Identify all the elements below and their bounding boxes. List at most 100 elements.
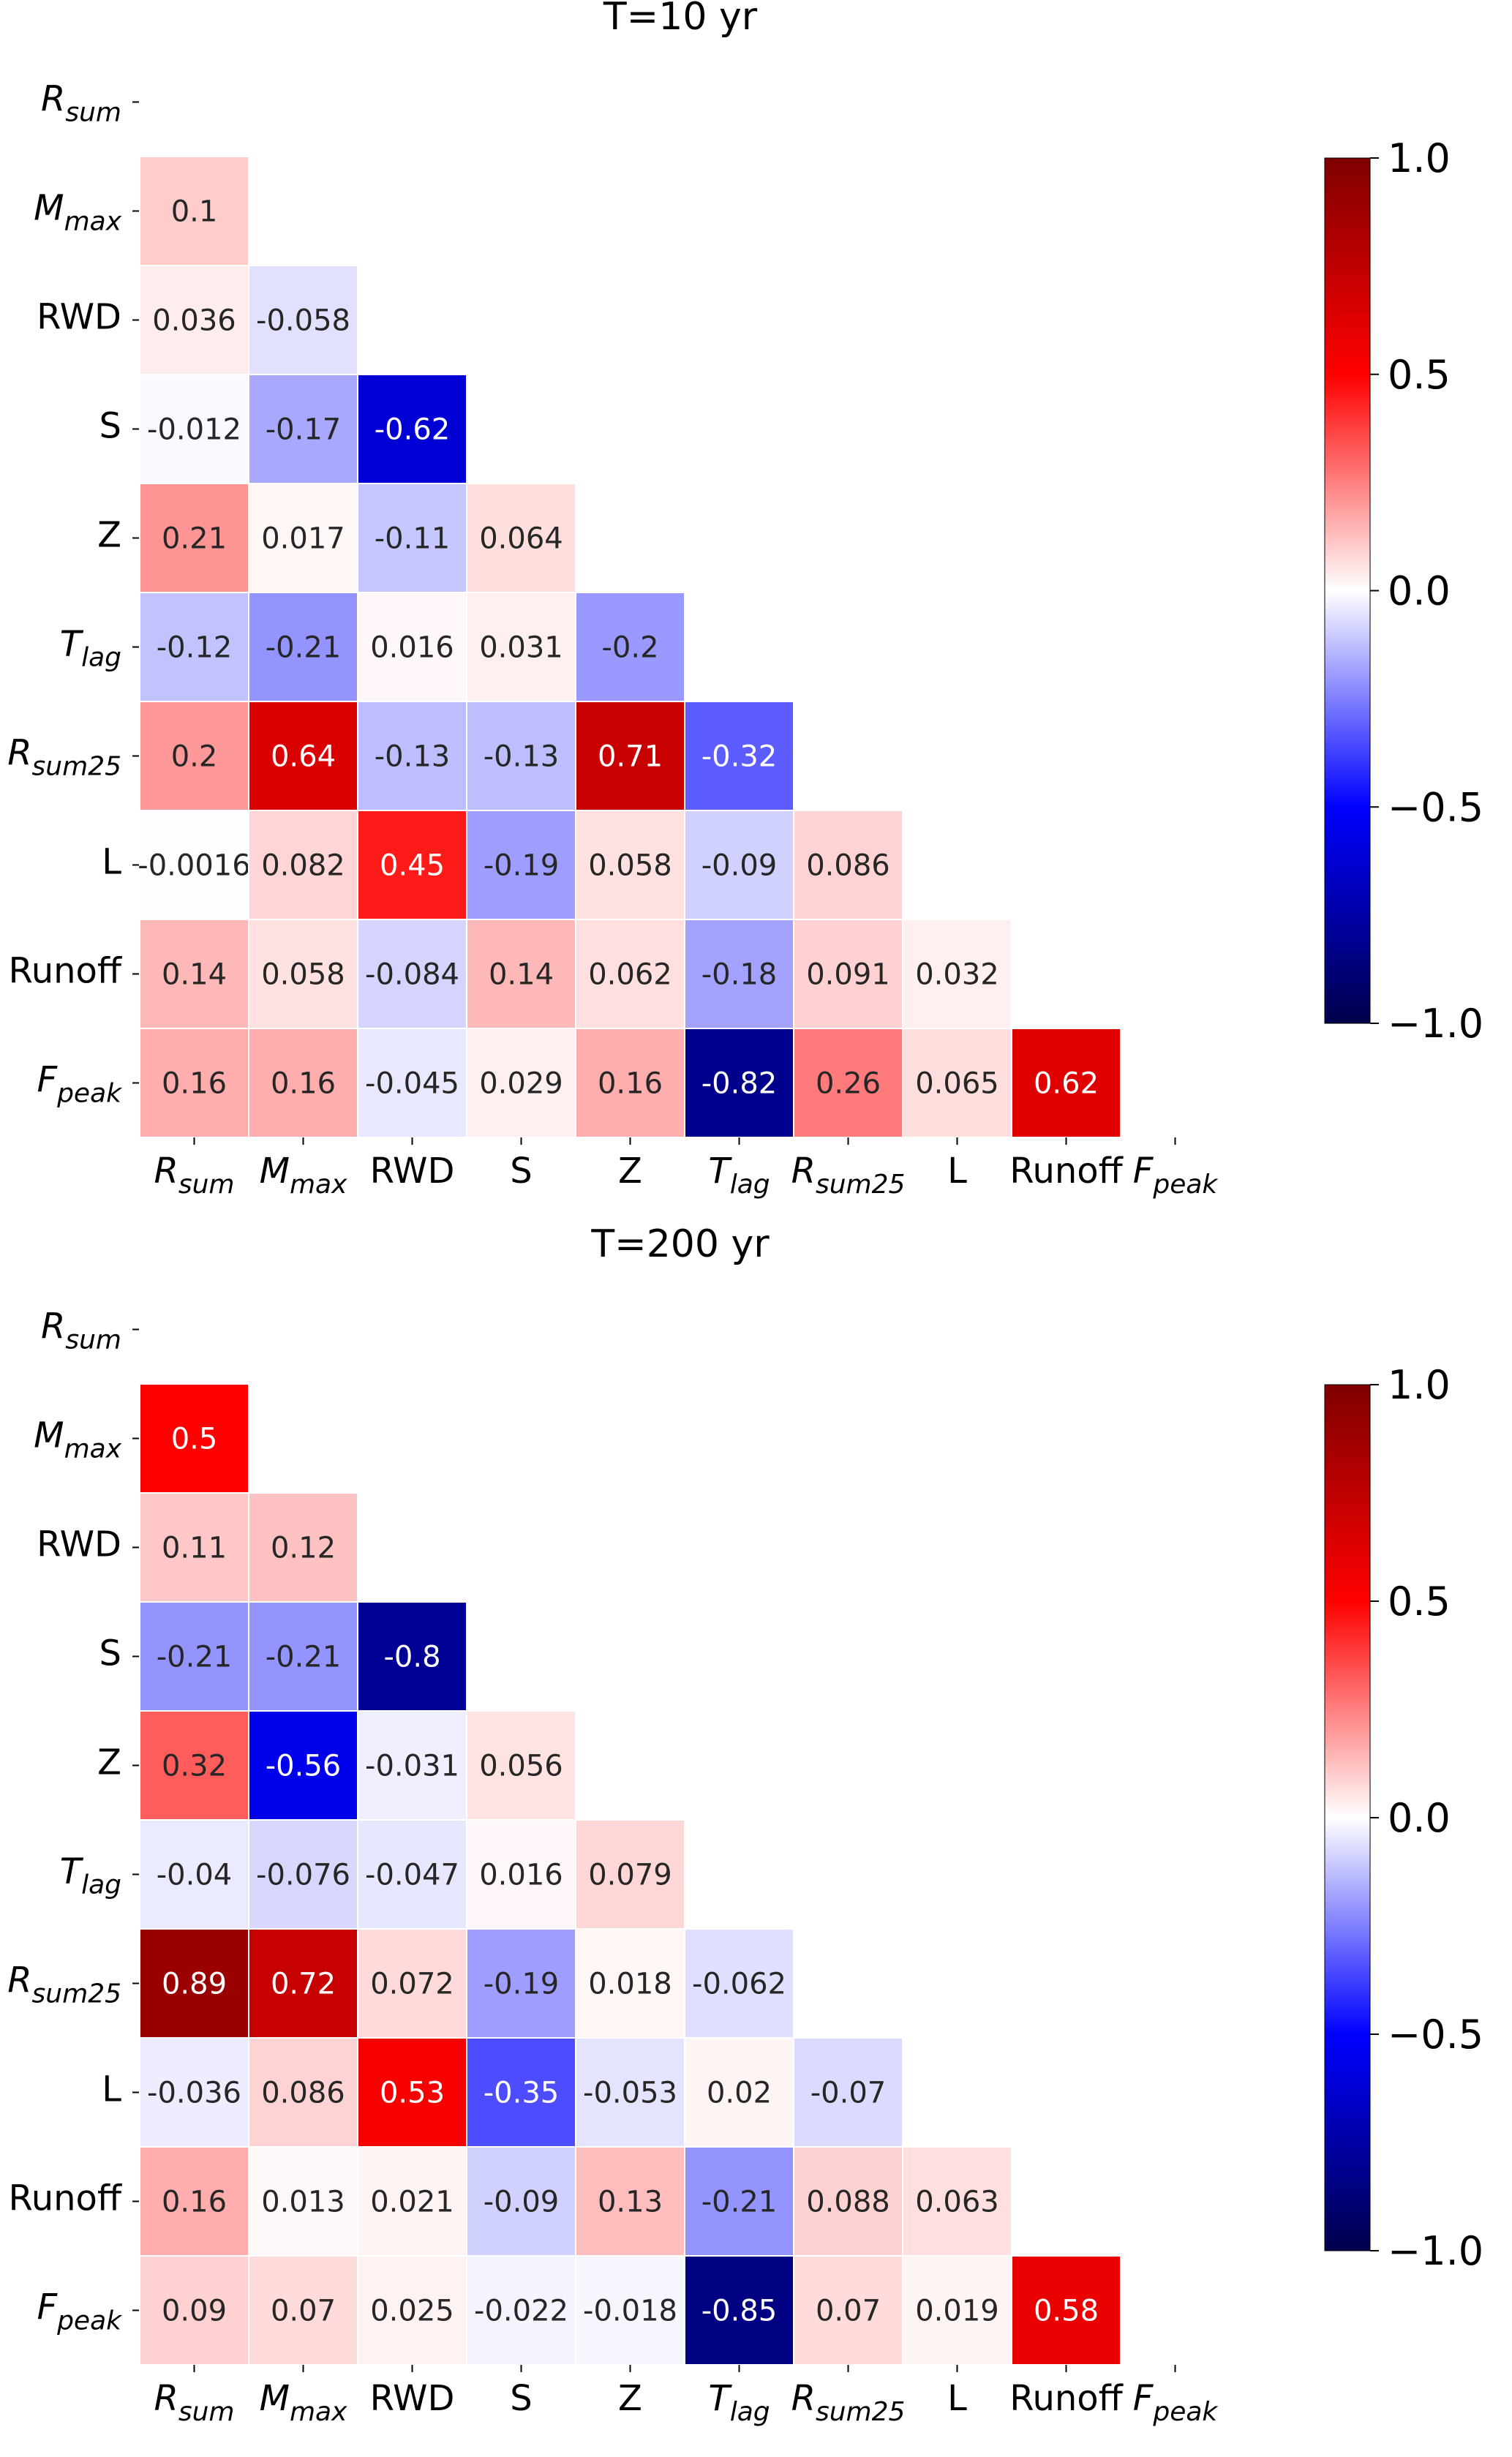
cell-value-label: -0.09: [484, 2186, 560, 2219]
heatmap-cell: [139, 810, 249, 920]
heatmap-cell: [357, 919, 467, 1029]
cell-value-label: 0.1: [171, 195, 218, 229]
col-tick-label: Mmax: [260, 2378, 348, 2427]
heatmap-cell: [248, 265, 358, 375]
cell-value-label: 0.14: [489, 958, 554, 992]
heatmap-cell: [793, 919, 903, 1029]
row-tick-label: L: [102, 842, 121, 883]
heatmap-cell: [575, 1928, 685, 2039]
cell-value-label: 0.13: [598, 2186, 663, 2219]
cell-value-label: -0.19: [484, 1968, 560, 2001]
cell-value-label: 0.065: [915, 1067, 999, 1101]
heatmap-cell: [466, 1028, 576, 1138]
row-tick-label: Fpeak: [37, 1060, 123, 1109]
cell-value-label: -0.062: [692, 1968, 786, 2001]
cell-value-label: -0.13: [375, 740, 451, 774]
cell-value-label: -0.045: [365, 1067, 459, 1101]
heatmap-cell: [248, 1819, 358, 1930]
colorbar-tick-label: 0.0: [1388, 568, 1451, 614]
cell-value-label: 0.11: [162, 1532, 227, 1565]
cell-value-label: 0.5: [171, 1423, 218, 1456]
heatmap-cell: [248, 1601, 358, 1712]
row-tick-label: RWD: [37, 1524, 121, 1565]
cell-value-label: 0.02: [707, 2077, 772, 2110]
cell-value-label: 0.032: [915, 958, 999, 992]
colorbar-tick-label: 0.5: [1388, 352, 1451, 398]
row-tick-label: S: [99, 1633, 121, 1674]
cell-value-label: 0.53: [380, 2077, 445, 2110]
cell-value-label: -0.04: [157, 1859, 233, 1892]
cell-value-label: 0.07: [816, 2295, 881, 2328]
heatmap-cell: [575, 701, 685, 811]
heatmap-cell: [575, 592, 685, 702]
row-tick-label: RWD: [37, 297, 121, 338]
cell-value-label: 0.16: [598, 1067, 663, 1101]
heatmap-cell: [684, 1028, 794, 1138]
cell-value-label: -0.8: [383, 1641, 440, 1674]
cell-value-label: -0.18: [702, 958, 778, 992]
heatmap-cell: [466, 592, 576, 702]
heatmap-cell: [139, 156, 249, 266]
heatmap-cell: [357, 1710, 467, 1821]
cell-value-label: 0.07: [271, 2295, 336, 2328]
cell-value-label: 0.036: [152, 304, 236, 338]
heatmap-cell: [793, 1028, 903, 1138]
cell-value-label: 0.031: [479, 631, 563, 665]
heatmap-cell: [575, 2255, 685, 2366]
row-tick-label: Tlag: [60, 624, 121, 673]
cell-value-label: 0.09: [162, 2295, 227, 2328]
col-tick-label: Fpeak: [1133, 2378, 1219, 2427]
row-tick-label: Runoff: [9, 951, 122, 992]
cell-value-label: 0.029: [479, 1067, 563, 1101]
col-tick-label: Z: [618, 2378, 642, 2419]
heatmap-cell: [248, 1492, 358, 1603]
row-tick-label: Mmax: [34, 1415, 122, 1464]
heatmap-panel-t10: T=10 yr 0.1 0.036 -0.058 -0.012 -0.17 -0.62 0.2…: [7, 0, 1483, 1200]
col-tick-label: Rsum25: [791, 1151, 906, 1200]
heatmap-cell: [684, 2037, 794, 2148]
cell-value-label: 0.71: [598, 740, 663, 774]
chart-title: T=200 yr: [590, 1222, 770, 1266]
cell-value-label: 0.063: [915, 2186, 999, 2219]
col-tick-label: Mmax: [260, 1151, 348, 1200]
row-tick-label: Rsum25: [7, 1960, 121, 2009]
col-tick-label: S: [510, 2378, 532, 2419]
row-tick-label: Rsum25: [7, 733, 121, 782]
heatmap-cell: [357, 1928, 467, 2039]
cell-value-label: -0.12: [157, 631, 233, 665]
heatmap-cell: [466, 2146, 576, 2257]
cell-value-label: 0.21: [162, 522, 227, 556]
cell-value-label: 0.079: [588, 1859, 672, 1892]
heatmap-cell: [1011, 2255, 1121, 2366]
cell-value-label: 0.064: [479, 522, 563, 556]
row-tick-label: Z: [97, 1742, 121, 1783]
heatmap-cell: [793, 810, 903, 920]
cell-value-label: 0.056: [479, 1750, 563, 1783]
colorbar-tick-label: 0.0: [1388, 1795, 1451, 1841]
heatmap-cell: [248, 592, 358, 702]
cell-value-label: -0.058: [256, 304, 350, 338]
cell-value-label: -0.13: [484, 740, 560, 774]
cell-value-label: -0.036: [147, 2077, 241, 2110]
heatmap-cell: [684, 701, 794, 811]
col-tick-label: Tlag: [708, 2378, 770, 2427]
row-tick-label: Fpeak: [37, 2287, 123, 2336]
row-tick-label: Tlag: [60, 1851, 121, 1900]
heatmap-cell: [139, 374, 249, 484]
heatmap-cell: [139, 1028, 249, 1138]
cell-value-label: 0.62: [1034, 1067, 1099, 1101]
cell-value-label: 0.72: [271, 1968, 336, 2001]
heatmap-cell: [466, 810, 576, 920]
cell-value-label: 0.091: [806, 958, 890, 992]
cell-value-label: 0.64: [271, 740, 336, 774]
heatmap-cell: [902, 2255, 1012, 2366]
col-tick-label: Runoff: [1009, 1151, 1123, 1192]
cell-value-label: 0.16: [271, 1067, 336, 1101]
heatmap-cell: [248, 810, 358, 920]
colorbar-tick-label: −0.5: [1388, 784, 1483, 830]
heatmap-cell: [684, 810, 794, 920]
heatmap-cell: [357, 1028, 467, 1138]
cell-value-label: 0.058: [261, 958, 345, 992]
heatmap-cell: [248, 701, 358, 811]
